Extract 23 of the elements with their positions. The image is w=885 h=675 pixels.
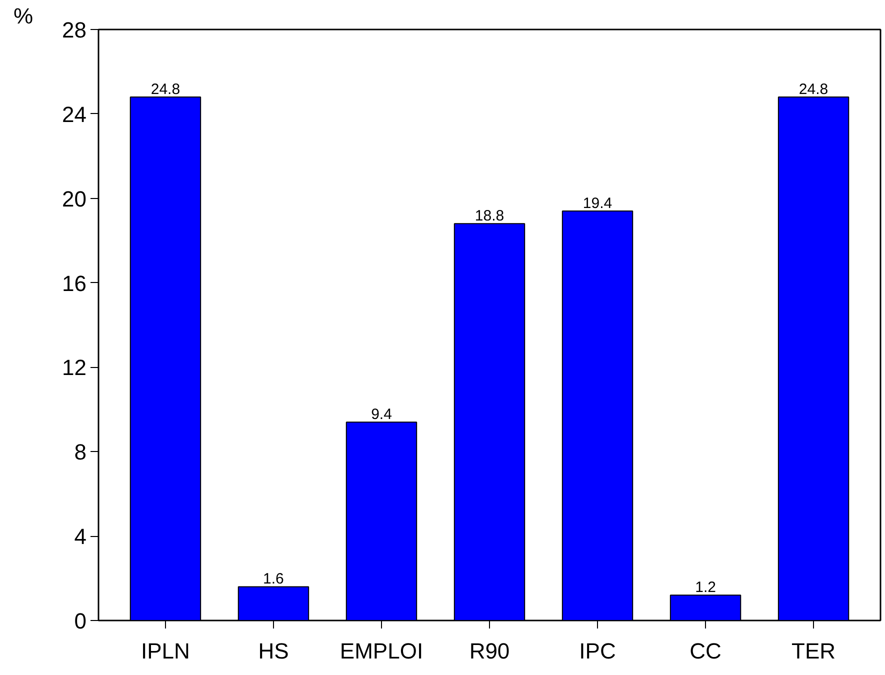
- y-axis-title: %: [14, 4, 34, 28]
- y-tick-label: 12: [62, 355, 87, 380]
- x-tick-label: TER: [792, 638, 836, 664]
- x-tick-label: HS: [258, 638, 289, 664]
- data-label: 19.4: [582, 195, 612, 212]
- y-tick-label: 20: [62, 186, 87, 212]
- y-tick-label: 16: [62, 270, 87, 296]
- data-label: 1.6: [263, 570, 284, 588]
- data-label: 24.8: [798, 81, 828, 98]
- y-tick-label: 28: [62, 18, 87, 42]
- y-tick-label: 4: [74, 524, 87, 550]
- y-tick-label: 8: [74, 440, 87, 465]
- data-label: 18.8: [474, 208, 504, 225]
- data-label: 24.8: [150, 81, 180, 98]
- x-tick-label: IPC: [579, 638, 616, 664]
- y-tick-label: 24: [62, 102, 87, 127]
- x-tick-label: CC: [690, 638, 722, 664]
- x-tick-label: R90: [469, 638, 510, 664]
- y-tick-label: 0: [74, 608, 87, 634]
- x-tick-label: IPLN: [141, 638, 190, 664]
- data-label: 9.4: [371, 406, 392, 424]
- x-tick-label: EMPLOI: [340, 638, 424, 664]
- data-label: 1.2: [695, 579, 716, 596]
